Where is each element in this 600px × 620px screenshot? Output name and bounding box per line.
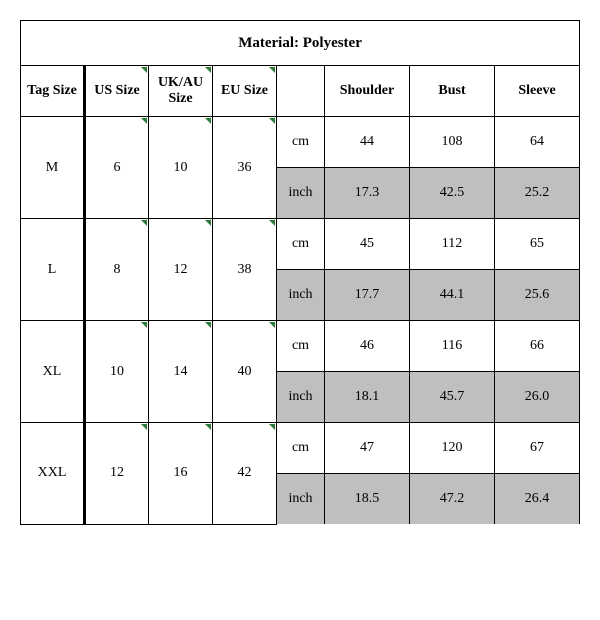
xl-in-bust: 45.7 [410, 372, 495, 423]
row-m-cm: M 6 10 36 cm 44 108 64 [21, 117, 580, 168]
table-title: Material: Polyester [21, 21, 580, 66]
col-tag: Tag Size [21, 66, 85, 117]
eu-l: 38 [213, 219, 277, 321]
row-l-cm: L 8 12 38 cm 45 112 65 [21, 219, 580, 270]
corner-icon [141, 220, 147, 226]
corner-icon [141, 322, 147, 328]
corner-icon [141, 424, 147, 430]
col-unit-blank [277, 66, 325, 117]
l-in-sleeve: 25.6 [495, 270, 580, 321]
m-in-bust: 42.5 [410, 168, 495, 219]
eu-m: 36 [213, 117, 277, 219]
xxl-in-bust: 47.2 [410, 474, 495, 525]
xl-in-sleeve: 26.0 [495, 372, 580, 423]
corner-icon [141, 67, 147, 73]
tag-xxl: XXL [21, 423, 85, 525]
unit-inch: inch [277, 372, 325, 423]
unit-inch: inch [277, 474, 325, 525]
xl-cm-shoulder: 46 [325, 321, 410, 372]
xxl-cm-shoulder: 47 [325, 423, 410, 474]
ukau-xxl: 16 [149, 423, 213, 525]
m-cm-bust: 108 [410, 117, 495, 168]
eu-xl: 40 [213, 321, 277, 423]
m-cm-sleeve: 64 [495, 117, 580, 168]
corner-icon [141, 118, 147, 124]
col-bust: Bust [410, 66, 495, 117]
title-row: Material: Polyester [21, 21, 580, 66]
tag-m: M [21, 117, 85, 219]
xl-in-shoulder: 18.1 [325, 372, 410, 423]
corner-icon [269, 67, 275, 73]
us-l: 8 [85, 219, 149, 321]
ukau-m: 10 [149, 117, 213, 219]
ukau-l: 12 [149, 219, 213, 321]
corner-icon [269, 322, 275, 328]
tag-xl: XL [21, 321, 85, 423]
size-chart-table: Material: Polyester Tag Size US Size UK/… [20, 20, 580, 525]
col-eu: EU Size [213, 66, 277, 117]
corner-icon [205, 118, 211, 124]
m-in-shoulder: 17.3 [325, 168, 410, 219]
unit-inch: inch [277, 168, 325, 219]
corner-icon [269, 220, 275, 226]
tag-l: L [21, 219, 85, 321]
xxl-in-sleeve: 26.4 [495, 474, 580, 525]
unit-cm: cm [277, 219, 325, 270]
xl-cm-sleeve: 66 [495, 321, 580, 372]
l-cm-sleeve: 65 [495, 219, 580, 270]
m-cm-shoulder: 44 [325, 117, 410, 168]
l-in-shoulder: 17.7 [325, 270, 410, 321]
xxl-cm-sleeve: 67 [495, 423, 580, 474]
col-shoulder: Shoulder [325, 66, 410, 117]
l-cm-shoulder: 45 [325, 219, 410, 270]
us-m: 6 [85, 117, 149, 219]
l-cm-bust: 112 [410, 219, 495, 270]
ukau-xl: 14 [149, 321, 213, 423]
xxl-cm-bust: 120 [410, 423, 495, 474]
corner-icon [205, 67, 211, 73]
row-xxl-cm: XXL 12 16 42 cm 47 120 67 [21, 423, 580, 474]
col-ukau: UK/AU Size [149, 66, 213, 117]
unit-cm: cm [277, 321, 325, 372]
corner-icon [205, 220, 211, 226]
us-xl: 10 [85, 321, 149, 423]
l-in-bust: 44.1 [410, 270, 495, 321]
corner-icon [205, 322, 211, 328]
header-row: Tag Size US Size UK/AU Size EU Size Shou… [21, 66, 580, 117]
col-us: US Size [85, 66, 149, 117]
corner-icon [269, 118, 275, 124]
eu-xxl: 42 [213, 423, 277, 525]
m-in-sleeve: 25.2 [495, 168, 580, 219]
unit-cm: cm [277, 423, 325, 474]
col-sleeve: Sleeve [495, 66, 580, 117]
unit-inch: inch [277, 270, 325, 321]
us-xxl: 12 [85, 423, 149, 525]
xxl-in-shoulder: 18.5 [325, 474, 410, 525]
unit-cm: cm [277, 117, 325, 168]
row-xl-cm: XL 10 14 40 cm 46 116 66 [21, 321, 580, 372]
corner-icon [269, 424, 275, 430]
corner-icon [205, 424, 211, 430]
xl-cm-bust: 116 [410, 321, 495, 372]
